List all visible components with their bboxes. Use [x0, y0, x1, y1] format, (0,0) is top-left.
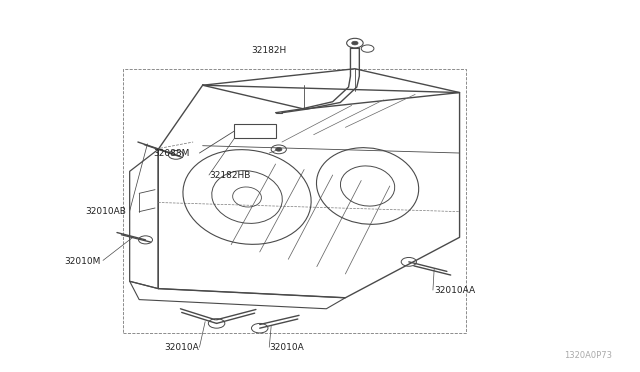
Bar — [234, 124, 276, 138]
Text: 32010AA: 32010AA — [434, 286, 476, 295]
Text: 32182H: 32182H — [252, 46, 287, 55]
Circle shape — [352, 41, 358, 45]
Text: 1320A0P73: 1320A0P73 — [564, 351, 612, 360]
Text: 32010M: 32010M — [65, 257, 101, 266]
Circle shape — [276, 148, 282, 151]
Text: 32010A: 32010A — [269, 343, 304, 352]
Text: 32010AB: 32010AB — [86, 207, 127, 216]
Text: 32182HB: 32182HB — [209, 170, 250, 180]
Text: 32010A: 32010A — [164, 343, 200, 352]
Text: 32088M: 32088M — [154, 148, 190, 157]
